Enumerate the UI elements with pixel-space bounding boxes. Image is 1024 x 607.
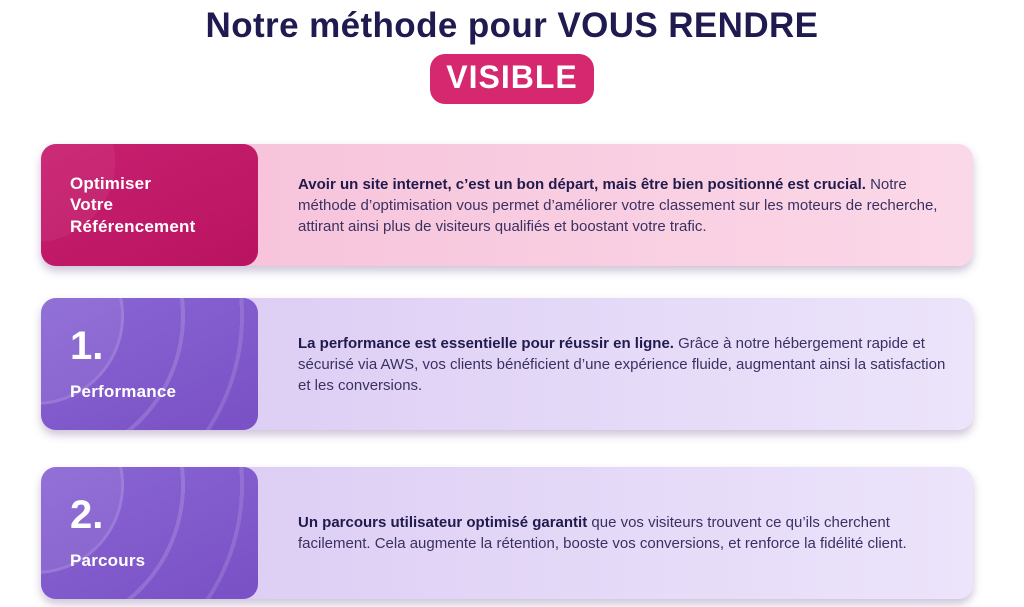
card-performance-panel: 1. Performance (41, 298, 258, 430)
visibility-method-section: Notre méthode pour VOUS RENDRE VISIBLE O… (0, 5, 1024, 599)
card-performance: 1. Performance La performance est essent… (41, 298, 973, 430)
card-parcours-text: Un parcours utilisateur optimisé garanti… (298, 512, 947, 554)
card-performance-label: Performance (70, 381, 177, 401)
body-sentence: Notre méthode d’optimisation vous permet… (298, 175, 938, 235)
method-cards: Optimiser Votre Référencement Avoir un s… (41, 144, 973, 599)
step-number: 1. (70, 323, 104, 368)
body-sentence: que vos visiteurs trouvent ce qu’ils che… (298, 514, 907, 552)
label-line: Optimiser (70, 173, 152, 193)
step-number: 2. (70, 492, 104, 537)
badge-row: VISIBLE (0, 54, 1024, 104)
lead-sentence: Un parcours utilisateur optimisé garanti… (298, 514, 588, 531)
card-referencement-label: Optimiser Votre Référencement (70, 173, 258, 238)
card-parcours: 2. Parcours Un parcours utilisateur opti… (41, 467, 973, 599)
card-referencement-panel: Optimiser Votre Référencement (41, 144, 258, 266)
card-referencement-text: Avoir un site internet, c’est un bon dép… (298, 174, 947, 237)
visible-highlight-badge: VISIBLE (430, 54, 594, 104)
card-performance-text: La performance est essentielle pour réus… (298, 333, 947, 396)
page-title: Notre méthode pour VOUS RENDRE (205, 6, 819, 45)
card-parcours-label: Parcours (70, 550, 146, 570)
card-referencement: Optimiser Votre Référencement Avoir un s… (41, 144, 973, 266)
label-line: Référencement (70, 216, 196, 236)
body-sentence: Grâce à notre hébergement rapide et sécu… (298, 334, 946, 394)
lead-sentence: Avoir un site internet, c’est un bon dép… (298, 175, 866, 193)
lead-sentence: La performance est essentielle pour réus… (298, 334, 674, 352)
card-parcours-panel: 2. Parcours (41, 467, 258, 599)
label-line: Votre (70, 195, 114, 215)
